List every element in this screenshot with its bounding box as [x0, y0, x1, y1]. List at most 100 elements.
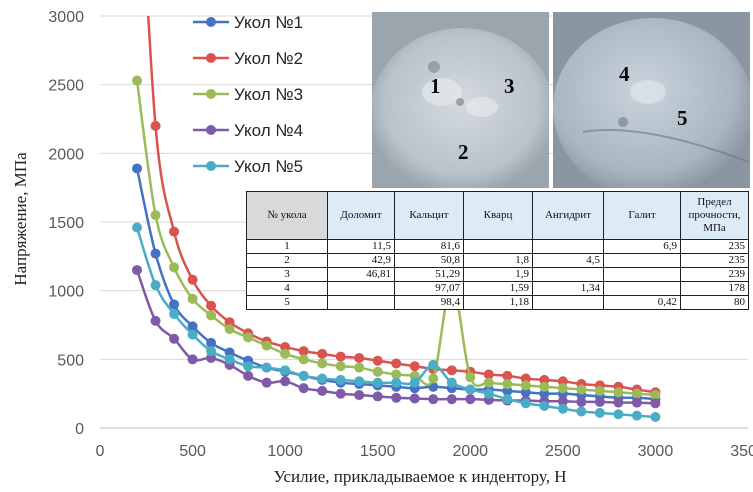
- table-cell: 11,5: [327, 239, 395, 254]
- table-header: Предел прочности, МПа: [680, 191, 749, 240]
- data-point: [335, 374, 346, 385]
- data-point: [428, 373, 439, 384]
- data-point: [650, 412, 661, 423]
- table-cell: [532, 239, 604, 254]
- table-cell: 81,6: [394, 239, 464, 254]
- data-point: [372, 355, 383, 366]
- data-point: [594, 396, 605, 407]
- data-point: [576, 406, 587, 417]
- data-point: [317, 373, 328, 384]
- legend-swatch-marker: [206, 53, 216, 63]
- data-point: [372, 366, 383, 377]
- data-point: [594, 385, 605, 396]
- data-point: [169, 333, 180, 344]
- x-tick-label: 3500: [730, 443, 753, 460]
- table-cell: 42,9: [327, 253, 395, 268]
- table-cell: 46,81: [327, 267, 395, 282]
- data-point: [298, 370, 309, 381]
- data-point: [150, 280, 161, 291]
- data-point: [243, 370, 254, 381]
- data-point: [224, 317, 235, 328]
- data-point: [502, 379, 513, 390]
- table-cell: 4,5: [532, 253, 604, 268]
- legend: Укол №1 Укол №2 Укол №3 Укол №4 Укол №5: [193, 13, 303, 176]
- data-point: [502, 385, 513, 396]
- data-point: [132, 75, 143, 86]
- data-point: [187, 293, 198, 304]
- legend-label: Укол №4: [234, 121, 303, 140]
- data-point: [520, 398, 531, 409]
- y-tick-label: 0: [75, 421, 84, 438]
- data-point: [169, 262, 180, 273]
- table-cell: [532, 267, 604, 282]
- x-tick-label: 500: [179, 443, 206, 460]
- data-point: [483, 388, 494, 399]
- legend-label: Укол №1: [234, 13, 303, 32]
- data-point: [613, 397, 624, 408]
- data-point: [187, 321, 198, 332]
- data-point: [187, 274, 198, 285]
- table-cell: 4: [246, 281, 328, 296]
- data-point: [631, 397, 642, 408]
- data-point: [243, 361, 254, 372]
- data-point: [557, 403, 568, 414]
- data-point: [650, 398, 661, 409]
- data-point: [335, 361, 346, 372]
- data-point: [280, 376, 291, 387]
- data-point: [483, 369, 494, 380]
- x-axis-label: Усилие, прикладываемое к индентору, Н: [273, 467, 566, 486]
- data-point: [409, 361, 420, 372]
- data-point: [298, 383, 309, 394]
- data-point: [335, 388, 346, 399]
- table-cell: [603, 281, 681, 296]
- y-tick-label: 2500: [48, 78, 84, 95]
- data-point: [631, 388, 642, 399]
- data-point: [520, 387, 531, 398]
- data-point: [206, 346, 217, 357]
- x-tick-label: 1000: [267, 443, 303, 460]
- table-row: 5 98,4 1,18 0,42 80: [246, 295, 749, 310]
- data-point: [576, 384, 587, 395]
- data-point: [169, 226, 180, 237]
- table-cell: 6,9: [603, 239, 681, 254]
- table-cell: 239: [680, 267, 749, 282]
- table-cell: 50,8: [394, 253, 464, 268]
- data-point: [483, 377, 494, 388]
- table-header: Доломит: [327, 191, 395, 240]
- data-point: [317, 358, 328, 369]
- table-cell: 1,8: [463, 253, 533, 268]
- table-cell: 1,9: [463, 267, 533, 282]
- sample-point-label-1: 1: [430, 74, 441, 98]
- data-point: [132, 265, 143, 276]
- table-cell: [463, 239, 533, 254]
- sample-point-label-2: 2: [458, 140, 469, 164]
- data-point: [372, 377, 383, 388]
- table-header: Ангидрит: [532, 191, 604, 240]
- y-axis-label: Напряжение, МПа: [11, 152, 30, 286]
- table-body: 1 11,5 81,6 6,9 235 2 42,9 50,8 1,8 4,5 235 3 46,81 5…: [246, 239, 749, 310]
- data-point: [150, 210, 161, 221]
- table-row: 2 42,9 50,8 1,8 4,5 235: [246, 253, 749, 268]
- data-point: [298, 354, 309, 365]
- data-point: [261, 377, 272, 388]
- table-row: 1 11,5 81,6 6,9 235: [246, 239, 749, 254]
- data-point: [465, 384, 476, 395]
- data-point: [409, 393, 420, 404]
- y-tick-label: 1500: [48, 215, 84, 232]
- data-point: [409, 370, 420, 381]
- y-tick-label: 3000: [48, 9, 84, 26]
- data-point: [557, 376, 568, 387]
- data-point: [502, 394, 513, 405]
- core-sample-photo-right: 4 5: [553, 12, 750, 188]
- table-header: Галит: [603, 191, 681, 240]
- data-point: [169, 309, 180, 320]
- table-header: Кварц: [463, 191, 533, 240]
- table-header: № укола: [246, 191, 328, 240]
- data-point: [354, 362, 365, 373]
- data-point: [354, 376, 365, 387]
- core-sample-right-image: [553, 12, 750, 188]
- core-sample-left-image: [372, 12, 549, 188]
- data-point: [409, 377, 420, 388]
- data-point: [446, 365, 457, 376]
- table-cell: 51,29: [394, 267, 464, 282]
